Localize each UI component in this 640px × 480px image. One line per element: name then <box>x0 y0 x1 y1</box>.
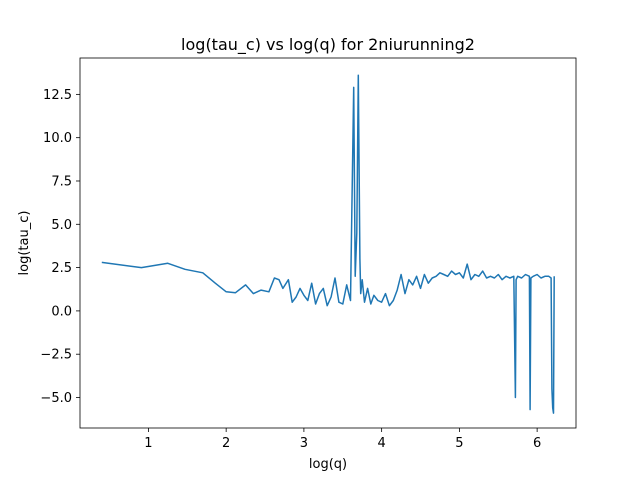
plot-area <box>79 57 577 429</box>
y-tick-label: 7.5 <box>51 174 72 189</box>
y-axis: −5.0 −2.5 0.0 2.5 5.0 7.5 10.0 12.5 <box>40 88 80 406</box>
y-tick-label: 5.0 <box>51 218 72 233</box>
x-tick-label: 3 <box>300 436 308 451</box>
y-tick-label: 10.0 <box>43 131 72 146</box>
x-axis: 1 2 3 4 5 6 <box>144 428 541 451</box>
y-tick-label: −2.5 <box>40 348 72 363</box>
chart-title: log(tau_c) vs log(q) for 2niurunning2 <box>181 35 475 55</box>
plot-frame <box>80 58 576 428</box>
y-tick-label: 0.0 <box>51 304 72 319</box>
y-tick-label: 2.5 <box>51 261 72 276</box>
x-tick-label: 4 <box>378 436 386 451</box>
axes-frame <box>79 57 577 429</box>
y-axis-label: log(tau_c) <box>17 211 32 276</box>
x-tick-label: 6 <box>533 436 541 451</box>
y-tick-label: −5.0 <box>40 391 72 406</box>
x-tick-label: 1 <box>144 436 152 451</box>
series-line <box>101 74 555 414</box>
x-tick-label: 5 <box>455 436 463 451</box>
y-tick-label: 12.5 <box>43 88 72 103</box>
x-tick-label: 2 <box>222 436 230 451</box>
x-axis-label: log(q) <box>309 457 347 472</box>
